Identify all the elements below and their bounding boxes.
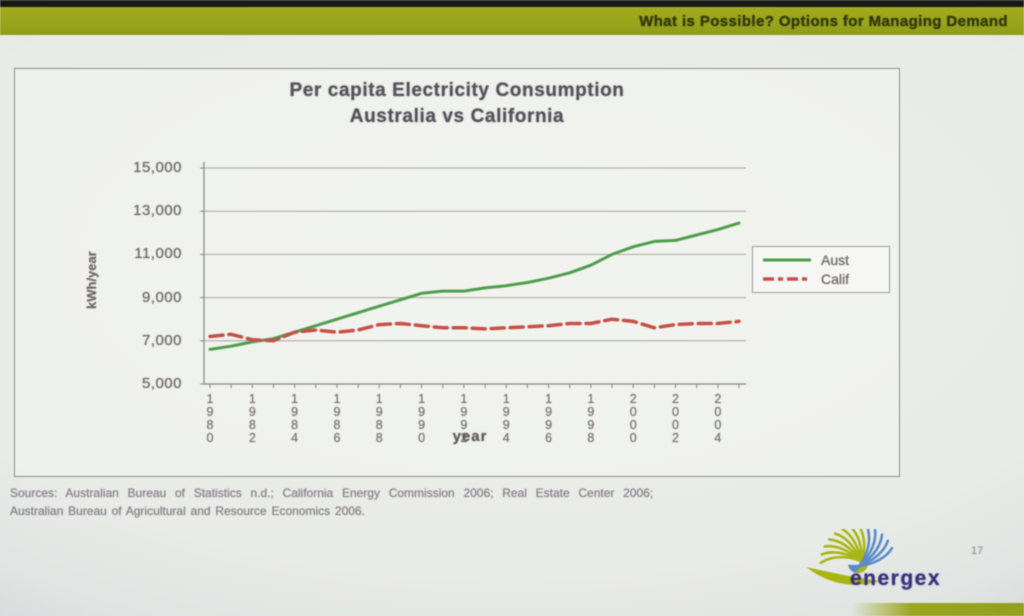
x-tick-label: 2004 — [710, 392, 725, 444]
energex-logo-text: energex — [850, 567, 942, 590]
x-tick-label: 1990 — [414, 392, 429, 444]
x-tick-label: 1982 — [245, 392, 260, 444]
sources-line-1: Sources: Australian Bureau of Statistics… — [10, 486, 654, 500]
x-tick-label: 1980 — [203, 392, 217, 444]
legend-label-aust: Aust — [821, 252, 850, 268]
energex-fan-icon — [806, 529, 894, 585]
plot-area — [200, 162, 746, 388]
x-tick-label: 1994 — [499, 392, 514, 444]
x-tick-label: 1988 — [372, 392, 387, 444]
slide-header-bar: What is Possible? Options for Managing D… — [0, 7, 1024, 35]
y-tick-label: 15,000 — [133, 159, 182, 176]
sources-line-2: Australian Bureau of Agricultural and Re… — [10, 504, 365, 518]
y-tick-label: 5,000 — [141, 375, 182, 392]
x-tick-label: 1986 — [329, 392, 344, 444]
page-number: 17 — [971, 545, 984, 557]
slide-header-title: What is Possible? Options for Managing D… — [639, 12, 1008, 30]
sources-note: Sources: Australian Bureau of Statistics… — [10, 486, 950, 518]
x-tick-label: 1996 — [541, 392, 556, 444]
chart-legend: Aust Calif — [752, 246, 890, 293]
legend-label-calif: Calif — [821, 271, 850, 287]
y-tick-label: 13,000 — [133, 202, 182, 220]
y-tick-label: 7,000 — [141, 331, 182, 349]
y-tick-label: 9,000 — [141, 288, 182, 306]
chart-subtitle: Australia vs California — [349, 106, 565, 127]
y-tick-label: 11,000 — [134, 245, 182, 263]
legend-item-aust: Aust — [761, 252, 881, 268]
legend-item-calif: Calif — [761, 271, 881, 287]
aust-line-sample-icon — [763, 258, 811, 262]
y-axis-tick-labels: 5,000 7,000 9,000 11,000 13,000 15,000 — [96, 158, 182, 398]
chart-title: Per capita Electricity Consumption — [289, 80, 625, 101]
bottom-olive-bar — [852, 603, 1024, 616]
calif-line-sample-icon — [763, 277, 811, 281]
x-tick-label: 2000 — [626, 392, 641, 444]
chart-title-block: Per capita Electricity Consumption Austr… — [14, 80, 900, 128]
x-axis-tick-labels: 1980 1982 1984 1986 1988 1990 1992 1994 1996 1998… — [190, 158, 770, 448]
x-tick-label: 2002 — [668, 392, 683, 444]
x-tick-label: 1998 — [583, 392, 598, 444]
energex-logo: energex — [792, 529, 972, 595]
x-tick-label: 1984 — [287, 392, 302, 444]
top-black-strip — [0, 0, 1024, 7]
x-axis-title: year — [452, 428, 488, 445]
x-tick-label: 1992 — [456, 392, 471, 444]
